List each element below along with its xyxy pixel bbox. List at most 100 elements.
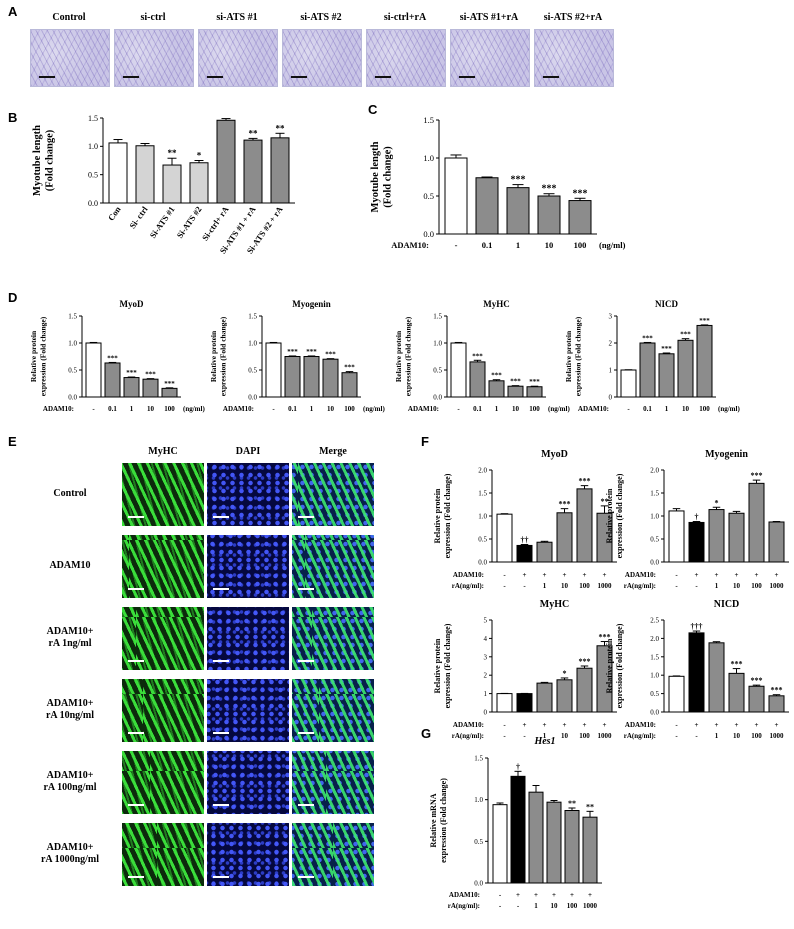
scale-bar bbox=[128, 876, 144, 878]
chart-b-myotube-sirna: 0.0 0.5 1.0 1.5 Myotube length (Fold change) *… bbox=[32, 114, 295, 256]
x-category-label: 10 bbox=[545, 240, 554, 250]
scale-bar bbox=[128, 588, 144, 590]
panel-a-label: Control bbox=[52, 12, 86, 23]
panel-e-row-label-line: ADAM10+ bbox=[46, 626, 94, 637]
bar bbox=[496, 693, 513, 713]
fluorescence-image-merge bbox=[291, 534, 375, 599]
x-category-label: Si- ctrl bbox=[127, 204, 150, 231]
significance-marker: ** bbox=[601, 497, 609, 506]
x-row-value: + bbox=[523, 571, 527, 579]
chart-c-myotube-adam10: 0.0 0.5 1.0 1.5 Myotube length (Fold change) *… bbox=[370, 115, 626, 250]
panel-label-a: A bbox=[8, 4, 18, 19]
significance-marker: ** bbox=[249, 128, 259, 138]
chart-title: Myogenin bbox=[705, 449, 748, 460]
y-axis-label-line: expression (Fold change) bbox=[219, 316, 228, 396]
scale-bar bbox=[128, 516, 144, 518]
x-row-label: ADAM10: bbox=[449, 891, 480, 899]
significance-marker: *** bbox=[680, 331, 691, 339]
x-row-value: + bbox=[775, 571, 779, 579]
bar bbox=[284, 356, 301, 398]
y-tick-label: 0.5 bbox=[423, 191, 434, 201]
x-row-value: 1000 bbox=[770, 582, 785, 590]
x-row-value: - bbox=[523, 582, 526, 590]
x-unit-label: (ng/ml) bbox=[363, 405, 385, 413]
fluorescence-image-myhc bbox=[121, 750, 205, 815]
crystal-violet-image bbox=[366, 29, 446, 87]
y-axis-label-line: (Fold change) bbox=[45, 129, 56, 191]
crystal-violet-image bbox=[450, 29, 530, 87]
panel-label-g: G bbox=[421, 726, 432, 741]
y-axis-label-line: expression (Fold change) bbox=[615, 623, 624, 708]
x-row-label: ADAM10: bbox=[625, 721, 656, 729]
bar bbox=[475, 177, 499, 235]
x-row-value: 100 bbox=[751, 582, 762, 590]
significance-marker: *** bbox=[306, 348, 317, 356]
panel-a-label: si-ATS #2 bbox=[300, 12, 342, 23]
bar bbox=[728, 672, 745, 713]
y-axis-label-line: Relative protein bbox=[605, 638, 614, 693]
y-tick-label: 1.5 bbox=[478, 489, 487, 497]
scale-bar bbox=[459, 76, 475, 78]
chart-title: MyoD bbox=[541, 449, 568, 460]
x-row-value: + bbox=[583, 571, 587, 579]
y-tick-label: 4 bbox=[484, 635, 488, 643]
bar bbox=[748, 685, 765, 713]
scale-bar bbox=[123, 76, 139, 78]
scale-bar bbox=[207, 76, 223, 78]
panel-e-row-label-line: ADAM10+ bbox=[46, 842, 94, 853]
significance-marker: †† bbox=[521, 536, 529, 545]
bar bbox=[526, 386, 543, 398]
panel-e-row-label: ADAM10+ rA 10ng/ml bbox=[30, 698, 110, 722]
x-row-value: 1000 bbox=[770, 732, 785, 740]
x-row-value: - bbox=[503, 721, 506, 729]
panel-e-row-label-line: ADAM10+ bbox=[46, 770, 94, 781]
bar bbox=[568, 200, 592, 235]
significance-marker: ** bbox=[276, 123, 286, 133]
x-category-label: 1 bbox=[665, 405, 669, 413]
y-tick-label: 1.0 bbox=[88, 142, 98, 151]
fluorescence-image-dapi bbox=[206, 534, 290, 599]
x-row-value: + bbox=[715, 721, 719, 729]
bar bbox=[135, 145, 155, 204]
x-row-value: + bbox=[516, 891, 520, 899]
x-row-value: + bbox=[735, 571, 739, 579]
x-category-label: 1 bbox=[495, 405, 499, 413]
x-row-value: - bbox=[675, 582, 678, 590]
x-row-value: 1 bbox=[715, 732, 719, 740]
chart-d-nicd: NICD 0 1 2 3 Relative protein expression (Fold… bbox=[564, 299, 740, 413]
significance-marker: *** bbox=[510, 378, 521, 386]
fluorescence-image-merge bbox=[291, 462, 375, 527]
y-axis-label-line: expression (Fold change) bbox=[443, 473, 452, 558]
x-category-label: 100 bbox=[574, 240, 587, 250]
significance-marker: *** bbox=[731, 660, 743, 669]
y-axis-label-line: expression (Fold change) bbox=[443, 623, 452, 708]
panel-e-row-label-line: Control bbox=[53, 488, 87, 499]
bar bbox=[270, 137, 290, 204]
significance-marker: * bbox=[715, 498, 719, 507]
y-tick-label: 1 bbox=[609, 366, 613, 374]
bar bbox=[189, 162, 209, 204]
bar bbox=[104, 362, 121, 398]
y-tick-label: 0.0 bbox=[650, 708, 659, 716]
y-axis-label-line: Relative protein bbox=[394, 330, 403, 382]
y-axis-label-line: expression (Fold change) bbox=[615, 473, 624, 558]
x-category-label: 10 bbox=[327, 405, 335, 413]
y-axis-label-line: expression (Fold change) bbox=[574, 316, 583, 396]
fluorescence-image-myhc bbox=[121, 606, 205, 671]
significance-marker: *** bbox=[579, 657, 591, 666]
chart-title: NICD bbox=[714, 599, 740, 610]
x-row-value: + bbox=[543, 721, 547, 729]
x-row-value: 100 bbox=[567, 902, 578, 910]
y-axis-label-line: Relative protein bbox=[564, 330, 573, 382]
scale-bar bbox=[39, 76, 55, 78]
scale-bar bbox=[213, 876, 229, 878]
x-row-label: ADAM10: bbox=[43, 405, 74, 413]
significance-marker: † bbox=[695, 513, 699, 522]
x-category-label: 0.1 bbox=[482, 240, 493, 250]
bar bbox=[596, 645, 613, 713]
x-category-label: 1 bbox=[310, 405, 314, 413]
x-unit-label: (ng/ml) bbox=[718, 405, 740, 413]
y-tick-label: 0.0 bbox=[248, 393, 257, 401]
chart-title: Myogenin bbox=[292, 299, 331, 309]
